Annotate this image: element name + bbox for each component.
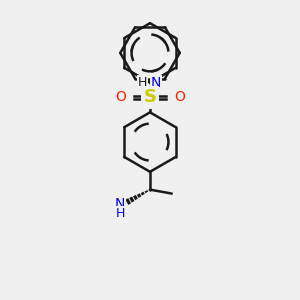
Text: N: N — [115, 196, 125, 211]
Text: H: H — [138, 76, 147, 89]
Text: O: O — [115, 91, 126, 104]
Text: H: H — [116, 207, 125, 220]
Text: O: O — [174, 91, 185, 104]
Text: S: S — [143, 88, 157, 106]
Text: N: N — [151, 76, 161, 90]
